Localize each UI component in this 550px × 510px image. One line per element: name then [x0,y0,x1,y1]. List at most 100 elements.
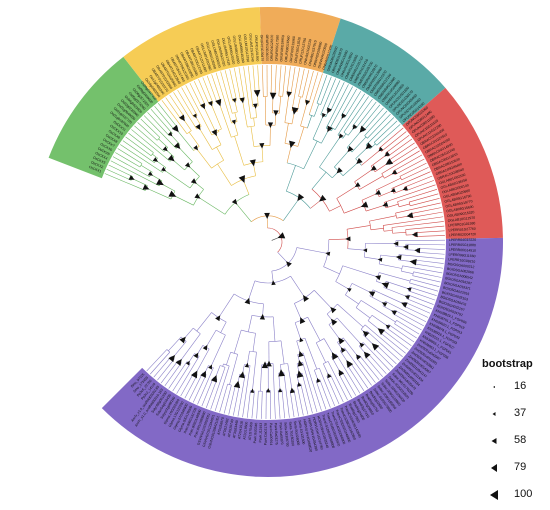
tip-label: OsCKX8 [105,133,118,144]
branch [360,300,396,323]
bootstrap-marker [338,133,344,139]
bootstrap-marker [381,302,388,307]
branch [328,238,348,240]
branch [189,83,203,108]
branch [223,385,232,414]
branch [315,380,327,410]
branch [223,363,230,367]
bootstrap-marker [208,364,212,370]
bootstrap-marker [273,110,279,117]
branch [140,118,161,138]
branch [379,272,411,282]
branch [147,112,170,137]
branch [394,309,424,327]
bootstrap-marker [162,146,168,152]
bootstrap-marker [128,175,135,180]
bootstrap-marker [296,370,304,378]
bootstrap-marker [368,291,376,297]
tip-label: OGLAB05G16790 [444,194,472,204]
bootstrap-marker [331,352,339,360]
tip-label: OGLUM09G15390 [237,34,245,63]
bootstrap-marker [286,91,292,98]
branch [401,270,414,275]
tip-label: LPERR01G01580 [448,221,476,227]
bootstrap-marker [322,112,327,118]
branch [247,280,256,301]
bootstrap-marker [411,231,418,238]
tip-label: BGIOSGA006542 [446,272,473,281]
branch [154,105,176,131]
branch [308,73,323,115]
branch [414,230,445,233]
bootstrap-marker [406,287,412,292]
branch [293,389,299,417]
branch [311,171,327,190]
branch [392,232,406,234]
legend-label: 16 [514,380,527,392]
bootstrap-marker [253,89,261,98]
branch [253,117,255,127]
bootstrap-markers [128,89,421,394]
bootstrap-marker [377,257,383,262]
branch [375,177,401,191]
bootstrap-marker [303,294,310,302]
tip-label: Pavir.Ib03346 [253,422,258,443]
bootstrap-marker [402,244,409,250]
tip-label: BGIOSGA019371 [444,281,471,291]
tip-label: HORVU7Hr1G088520 [302,419,313,453]
branch [193,327,201,335]
branch [246,390,251,418]
tip-label: ORUFI04G25670 [270,35,275,62]
branch [173,92,197,130]
bootstrap-marker [319,194,327,202]
bootstrap-marker [278,369,286,377]
bootstrap-marker [259,143,265,149]
branch [125,136,152,156]
branch [215,329,226,336]
branch [355,357,376,383]
bootstrap-marker [289,387,296,394]
branch [251,390,255,419]
branch [117,148,143,164]
branch [278,65,282,97]
branch [184,374,198,399]
branch [115,152,141,168]
branch [336,317,362,345]
tip-label: OGLUM12G15340 [248,33,254,62]
branch [218,102,232,138]
bootstrap-marker [244,297,250,305]
branch [409,282,439,292]
bootstrap-marker [385,324,391,330]
branch [378,127,404,149]
tip-label: Pavir.J12493 [258,423,263,443]
branch [320,78,336,115]
bootstrap-marker [179,336,186,344]
branch [202,77,214,104]
branch [394,158,425,175]
tip-label: OGLUM02G06020 [210,40,221,68]
branch [363,342,390,371]
branch [363,107,384,132]
branch [398,254,445,260]
branch [347,248,366,251]
branch [414,235,445,237]
bootstrap-marker [286,261,292,268]
branch [195,348,210,374]
branch [165,97,182,120]
bootstrap-marker [297,360,304,367]
bootstrap-marker [414,247,421,254]
branch [345,294,359,305]
branch [180,372,195,397]
branch [153,356,172,378]
bootstrap-marker [377,328,386,336]
branch [366,330,400,361]
bootstrap-marker [340,347,346,353]
tip-label: OGLAB10G12970 [448,216,476,223]
legend-label: 100 [514,488,533,500]
branch [247,66,254,107]
branch [397,189,438,202]
bootstrap-marker [233,380,241,389]
branch [342,133,347,139]
branch [369,215,397,222]
